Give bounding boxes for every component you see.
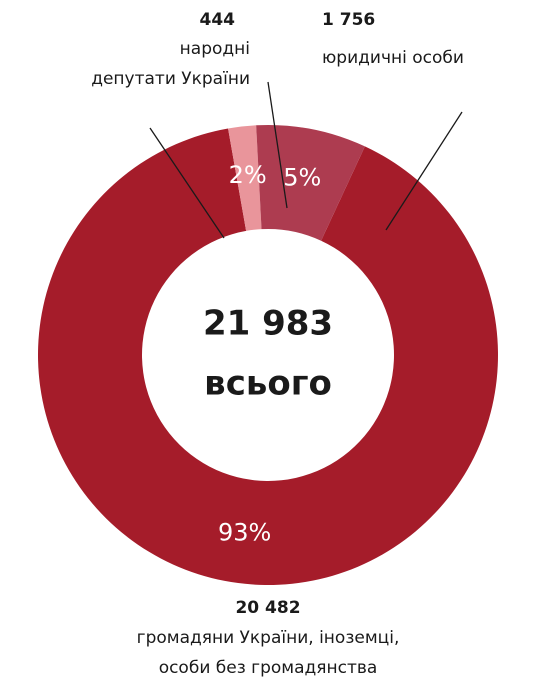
leader-line xyxy=(385,111,463,231)
category-label: депутати України xyxy=(91,69,250,89)
slices xyxy=(37,125,499,586)
total: 21 983 xyxy=(203,304,333,344)
percent-label: 5% xyxy=(283,163,321,191)
slice xyxy=(256,125,365,241)
leader-line xyxy=(149,127,225,239)
percent-label: 93% xyxy=(218,518,271,546)
value-label: 20 482 xyxy=(235,598,300,618)
percent-label: 2% xyxy=(229,161,267,189)
value-label: 1 756 xyxy=(322,10,375,30)
value-label: 444 xyxy=(200,10,236,30)
total-caption: всього xyxy=(204,364,332,404)
category-label: юридичні особи xyxy=(322,48,464,68)
slice xyxy=(37,128,499,586)
category-label: особи без громадянства xyxy=(159,658,378,678)
category-label: народні xyxy=(180,39,250,59)
slice xyxy=(228,125,262,231)
category-label: громадяни України, іноземці, xyxy=(137,628,400,648)
leader-line xyxy=(267,81,288,209)
